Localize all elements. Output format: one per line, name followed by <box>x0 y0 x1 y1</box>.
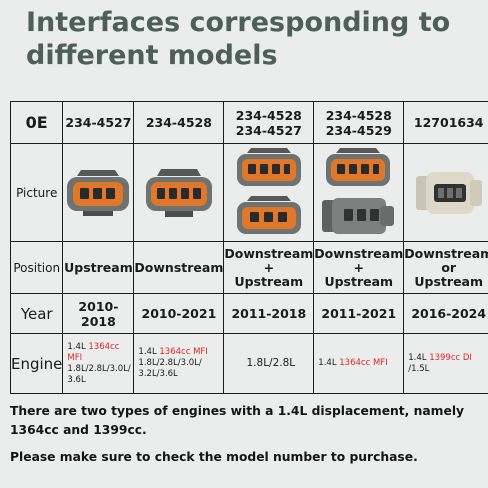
engine-label: Engine <box>9 333 64 394</box>
year-cell: 2010-2018 <box>62 293 135 334</box>
position-cell: Upstream <box>62 241 135 294</box>
page-title: Interfaces corresponding to different mo… <box>26 6 476 72</box>
note-displacement: There are two types of engines with a 1.… <box>10 404 465 437</box>
model-header: 234-4528 <box>133 101 225 144</box>
connector-pair-orange-icon <box>236 147 301 234</box>
connector-orange-3pin-icon <box>67 169 130 216</box>
engine-cell: 1.4L 1364cc MFI 1.8L/2.8L/3.0L/3.6L <box>62 333 135 394</box>
header-row: 0E 234-4527 234-4528 234-4528 234-4527 23… <box>9 101 488 144</box>
connector-image-3 <box>223 143 315 242</box>
compatibility-table: 0E 234-4527 234-4528 234-4528 234-4527 23… <box>9 101 488 394</box>
engine-cell: 1.4L 1399cc DI /1.5L <box>403 333 488 394</box>
connector-image-5 <box>403 143 488 242</box>
position-cell: Downstream + Upstream <box>313 241 405 294</box>
engine-row: Engine 1.4L 1364cc MFI 1.8L/2.8L/3.0L/3.… <box>9 333 488 394</box>
model-header: 12701634 <box>403 101 488 144</box>
engine-cell: 1.8L/2.8L <box>223 333 315 394</box>
position-label: Position <box>9 241 64 294</box>
header-label: 0E <box>9 101 64 144</box>
year-cell: 2016-2024 <box>403 293 488 334</box>
year-cell: 2011-2018 <box>223 293 315 334</box>
connector-image-4 <box>313 143 405 242</box>
connector-orange-4pin-icon <box>145 168 212 217</box>
picture-label: Picture <box>9 143 64 242</box>
connector-pair-mixed-icon <box>321 147 394 234</box>
year-label: Year <box>9 293 64 334</box>
model-header: 234-4528 234-4529 <box>313 101 405 144</box>
title-line-1: Interfaces corresponding to <box>26 7 451 38</box>
engine-cell: 1.4L 1364cc MFI 1.8L/2.8L/3.0L/3.2L/3.6L <box>133 333 225 394</box>
connector-image-1 <box>62 143 135 242</box>
position-row: Position Upstream Downstream Downstream +… <box>9 241 488 294</box>
connector-beige-icon <box>415 171 482 214</box>
connector-image-2 <box>133 143 225 242</box>
position-cell: Downstream + Upstream <box>223 241 315 294</box>
engine-cell: 1.4L 1364cc MFI <box>313 333 405 394</box>
note-check-model: Please make sure to check the model numb… <box>10 450 418 464</box>
year-cell: 2011-2021 <box>313 293 405 334</box>
model-header: 234-4528 234-4527 <box>223 101 315 144</box>
title-line-2: different models <box>26 40 278 71</box>
model-header: 234-4527 <box>62 101 135 144</box>
picture-row: Picture <box>9 143 488 242</box>
year-cell: 2010-2021 <box>133 293 225 334</box>
position-cell: Downstream or Upstream <box>403 241 488 294</box>
year-row: Year 2010-2018 2010-2021 2011-2018 2011-… <box>9 293 488 334</box>
position-cell: Downstream <box>133 241 225 294</box>
